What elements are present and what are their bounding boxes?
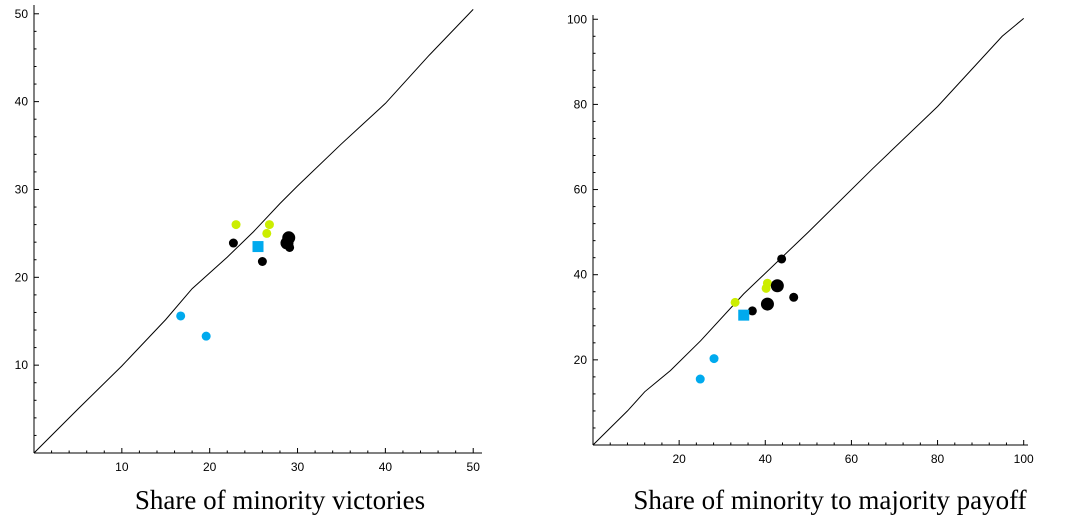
chart-title: Share of minority to majority payoff	[633, 485, 1026, 515]
chart-minority-victories: 10 20 30 40 50 10 20 30 40 50 Share of minority vi…	[15, 5, 482, 515]
x-tick-label: 100	[1014, 452, 1034, 466]
data-point-square	[738, 309, 750, 321]
reference-line	[592, 18, 1025, 446]
y-tick-label: 10	[15, 358, 29, 372]
data-point	[201, 331, 211, 341]
x-tick-label: 50	[467, 460, 481, 474]
x-tick-label: 60	[845, 452, 859, 466]
data-point	[770, 279, 784, 293]
x-tick-label: 40	[759, 452, 773, 466]
data-point	[709, 354, 719, 364]
y-tick-label: 60	[574, 183, 588, 197]
data-point	[777, 254, 787, 264]
data-point	[257, 257, 267, 267]
y-tick-label: 80	[574, 97, 588, 111]
data-point	[789, 292, 799, 302]
data-point	[730, 297, 740, 307]
x-tick-label: 20	[672, 452, 686, 466]
data-point-square	[252, 241, 264, 253]
y-tick-label: 50	[15, 7, 29, 21]
y-tick-label: 100	[567, 12, 587, 26]
reference-line	[33, 9, 474, 454]
chart-minority-payoff: 20 40 60 80 100 20 40 60 80 100 Share of minority …	[567, 12, 1034, 515]
y-tick-label: 20	[574, 353, 588, 367]
data-point	[760, 297, 774, 311]
data-point	[231, 220, 241, 230]
x-tick-label: 80	[931, 452, 945, 466]
x-tick-label: 40	[379, 460, 393, 474]
chart-title: Share of minority victories	[135, 485, 425, 515]
x-tick-label: 10	[115, 460, 129, 474]
data-point	[747, 306, 757, 316]
y-tick-label: 30	[15, 182, 29, 196]
data-point	[262, 228, 272, 238]
data-point	[761, 283, 771, 293]
x-tick-label: 20	[203, 460, 217, 474]
data-point	[695, 374, 705, 384]
data-point	[228, 238, 238, 248]
y-tick-label: 20	[15, 270, 29, 284]
x-tick-label: 30	[291, 460, 305, 474]
y-tick-label: 40	[15, 95, 29, 109]
y-tick-label: 40	[574, 268, 588, 282]
data-point	[176, 311, 186, 321]
data-point	[264, 220, 274, 230]
data-point	[280, 236, 294, 250]
